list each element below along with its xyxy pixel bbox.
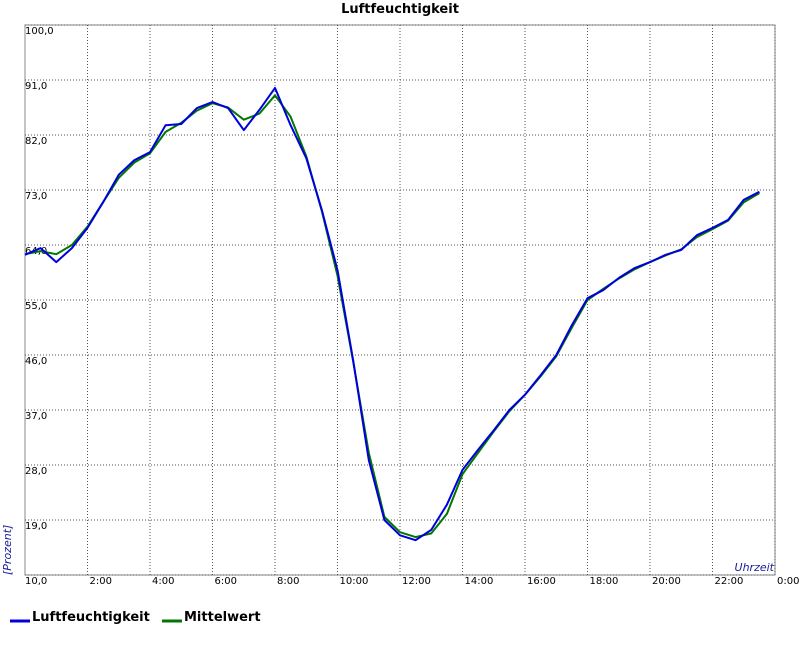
x-tick-label: 20:00 — [652, 576, 681, 587]
y-tick-label: 55,0 — [25, 301, 47, 312]
y-tick-label: 37,0 — [25, 411, 47, 422]
x-tick-label: 18:00 — [590, 576, 619, 587]
y-tick-label: 28,0 — [25, 466, 47, 477]
y-tick-label: 46,0 — [25, 356, 47, 367]
x-tick-label: 12:00 — [402, 576, 431, 587]
x-tick-label: 6:00 — [215, 576, 237, 587]
legend-label: Luftfeuchtigkeit — [32, 610, 150, 625]
x-tick-label: 10:00 — [340, 576, 369, 587]
x-tick-label: 8:00 — [277, 576, 299, 587]
legend-label: Mittelwert — [184, 610, 261, 625]
x-tick-label: 22:00 — [715, 576, 744, 587]
y-tick-label: 100,0 — [25, 26, 54, 37]
x-tick-label: 14:00 — [465, 576, 494, 587]
chart-title: Luftfeuchtigkeit — [341, 2, 459, 17]
y-tick-label: 73,0 — [25, 191, 47, 202]
x-axis-label: Uhrzeit — [735, 561, 775, 574]
x-tick-label: 0:00 — [777, 576, 799, 587]
x-tick-label: 2:00 — [90, 576, 112, 587]
series-line — [24, 86, 760, 542]
x-tick-label: 4:00 — [152, 576, 174, 587]
y-tick-label: 82,0 — [25, 136, 47, 147]
x-tick-label: 16:00 — [527, 576, 556, 587]
y-tick-label: 10,0 — [25, 576, 47, 587]
y-tick-label: 19,0 — [25, 521, 47, 532]
y-tick-label: 91,0 — [25, 81, 47, 92]
series-line — [24, 94, 760, 539]
y-axis-label: [Prozent] — [1, 525, 14, 575]
